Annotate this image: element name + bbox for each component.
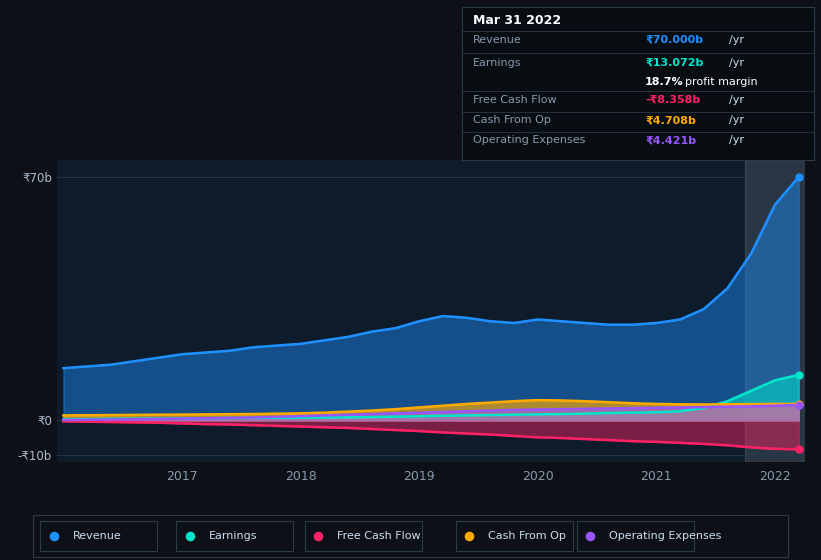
Text: Earnings: Earnings <box>209 531 257 541</box>
Text: /yr: /yr <box>729 135 745 145</box>
Text: 18.7%: 18.7% <box>645 77 684 87</box>
Point <box>312 532 325 541</box>
Text: -₹8.358b: -₹8.358b <box>645 95 700 105</box>
Text: Revenue: Revenue <box>473 35 521 45</box>
Text: /yr: /yr <box>729 58 745 68</box>
Text: Mar 31 2022: Mar 31 2022 <box>473 14 561 27</box>
Text: ₹4.421b: ₹4.421b <box>645 135 696 145</box>
Text: ₹70.000b: ₹70.000b <box>645 35 703 45</box>
Text: /yr: /yr <box>729 115 745 125</box>
Point <box>183 532 196 541</box>
Point <box>584 532 597 541</box>
Text: profit margin: profit margin <box>686 77 758 87</box>
Text: Earnings: Earnings <box>473 58 521 68</box>
Text: Free Cash Flow: Free Cash Flow <box>473 95 557 105</box>
Text: Revenue: Revenue <box>73 531 122 541</box>
Text: /yr: /yr <box>729 95 745 105</box>
Point <box>463 532 476 541</box>
Text: Operating Expenses: Operating Expenses <box>609 531 722 541</box>
Text: Free Cash Flow: Free Cash Flow <box>337 531 421 541</box>
Point <box>792 172 805 181</box>
Text: Operating Expenses: Operating Expenses <box>473 135 585 145</box>
Bar <box>745 160 805 462</box>
Point <box>792 445 805 454</box>
Point <box>792 399 805 408</box>
Point <box>48 532 61 541</box>
Text: ₹13.072b: ₹13.072b <box>645 58 704 68</box>
Point <box>792 400 805 409</box>
Text: ₹4.708b: ₹4.708b <box>645 115 696 125</box>
Text: Cash From Op: Cash From Op <box>473 115 551 125</box>
Text: Cash From Op: Cash From Op <box>488 531 566 541</box>
Point <box>792 370 805 379</box>
Text: /yr: /yr <box>729 35 745 45</box>
